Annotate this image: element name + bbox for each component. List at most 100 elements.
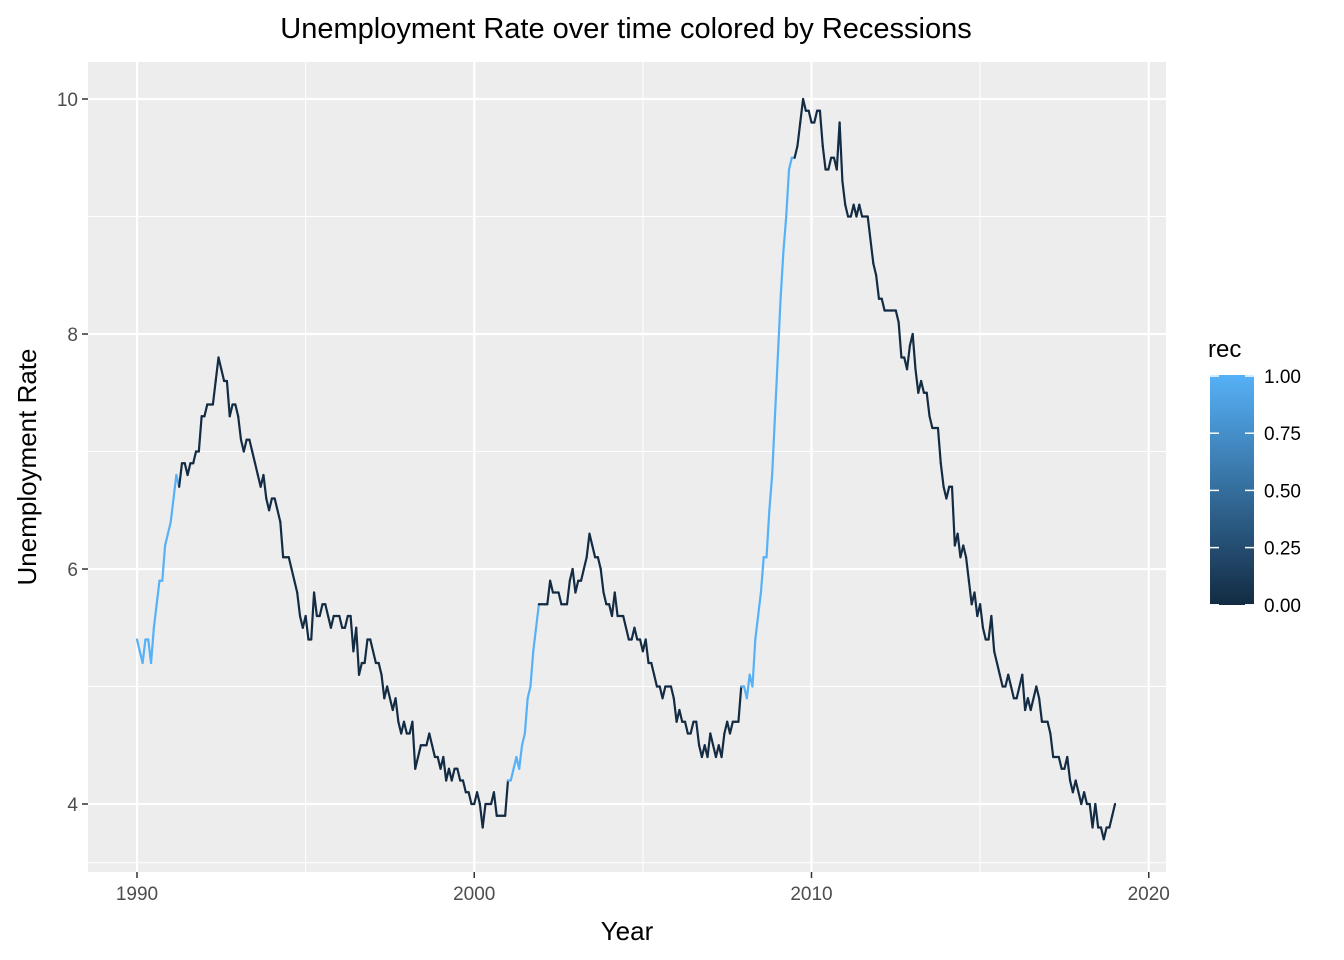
line-segment <box>818 109 824 148</box>
line-segment <box>624 626 630 641</box>
line-segment <box>329 614 335 629</box>
line-segment <box>1038 697 1044 723</box>
line-segment <box>414 755 420 770</box>
line-segment <box>228 403 234 418</box>
line-segment <box>995 661 1001 676</box>
line-segment <box>591 544 597 559</box>
line-segment <box>1083 791 1089 806</box>
line-segment <box>248 438 254 453</box>
line-segment <box>945 485 951 500</box>
line-segment <box>296 591 302 618</box>
line-segment <box>220 368 226 383</box>
line-segment <box>267 497 273 512</box>
line-segment <box>801 97 807 112</box>
x-tick-label: 2000 <box>453 884 495 905</box>
line-segment <box>622 614 628 629</box>
line-segment <box>411 720 417 770</box>
line-segment <box>141 638 147 665</box>
line-segment <box>363 638 369 665</box>
line-segment <box>394 697 400 723</box>
line-segment <box>520 732 526 747</box>
line-segment <box>950 485 956 547</box>
y-tick-label: 8 <box>67 325 78 346</box>
line-segment <box>869 238 875 265</box>
line-segment <box>526 685 532 700</box>
line-segment <box>787 156 793 171</box>
line-segment <box>599 567 605 594</box>
line-segment <box>695 720 701 747</box>
line-segment <box>920 379 926 394</box>
line-segment <box>428 732 434 747</box>
line-segment <box>161 544 167 582</box>
line-segment <box>796 121 802 148</box>
line-segment <box>197 415 203 453</box>
line-segment <box>858 203 864 218</box>
line-segment <box>678 708 684 723</box>
line-segment <box>377 661 383 676</box>
line-segment <box>178 462 184 488</box>
line-segment <box>290 567 296 582</box>
line-segment <box>324 603 330 618</box>
line-segment <box>872 262 878 277</box>
plot-panel <box>88 62 1166 872</box>
line-segment <box>442 755 448 782</box>
line-segment <box>1108 814 1114 829</box>
line-segment <box>1009 685 1015 700</box>
line-segment <box>276 509 282 524</box>
line-segment <box>203 403 209 418</box>
line-segment <box>596 556 602 571</box>
line-segment <box>135 638 141 653</box>
line-segment <box>416 744 422 759</box>
line-segment <box>357 661 363 676</box>
line-segment <box>371 650 377 665</box>
line-segment <box>799 97 805 124</box>
legend-label: 1.00 <box>1264 367 1301 388</box>
legend-title: rec <box>1208 336 1241 363</box>
line-segment <box>169 497 175 524</box>
line-segment <box>962 544 968 559</box>
line-segment <box>1066 755 1072 782</box>
legend: rec 1.00 0.75 0.50 0.25 0.00 <box>1208 336 1301 617</box>
line-segment <box>981 626 987 641</box>
line-segment <box>349 614 355 653</box>
line-segment <box>768 473 774 512</box>
line-segment <box>956 532 962 559</box>
line-segment <box>237 415 243 441</box>
line-segment <box>588 532 594 547</box>
line-segment <box>928 415 934 430</box>
line-segment <box>967 579 973 606</box>
line-segment <box>720 732 726 759</box>
line-segment <box>785 168 791 218</box>
line-segment <box>475 791 481 806</box>
line-segment <box>979 603 985 629</box>
line-segment <box>936 426 942 465</box>
line-segment <box>633 626 639 641</box>
line-segment <box>779 250 785 300</box>
line-segment <box>523 697 529 735</box>
line-segment <box>565 579 571 606</box>
line-segment <box>304 614 310 641</box>
line-segment <box>1007 673 1013 688</box>
line-segment <box>242 438 248 453</box>
line-segment <box>504 779 510 817</box>
line-segment <box>529 650 535 688</box>
line-segment <box>149 626 155 665</box>
legend-label: 0.25 <box>1264 539 1301 560</box>
line-segment <box>312 591 318 618</box>
line-segment <box>1102 826 1108 841</box>
line-segment <box>672 697 678 723</box>
y-tick-label: 6 <box>67 560 78 581</box>
x-tick-label: 1990 <box>116 884 158 905</box>
line-segment <box>172 473 178 500</box>
line-segment <box>728 720 734 735</box>
line-segment <box>793 144 799 159</box>
line-segment <box>914 368 920 394</box>
line-segment <box>613 591 619 618</box>
line-segment <box>557 591 563 606</box>
line-segment <box>585 532 591 559</box>
line-segment <box>549 579 555 594</box>
line-segment <box>897 321 903 359</box>
y-tick-label: 10 <box>57 90 78 111</box>
